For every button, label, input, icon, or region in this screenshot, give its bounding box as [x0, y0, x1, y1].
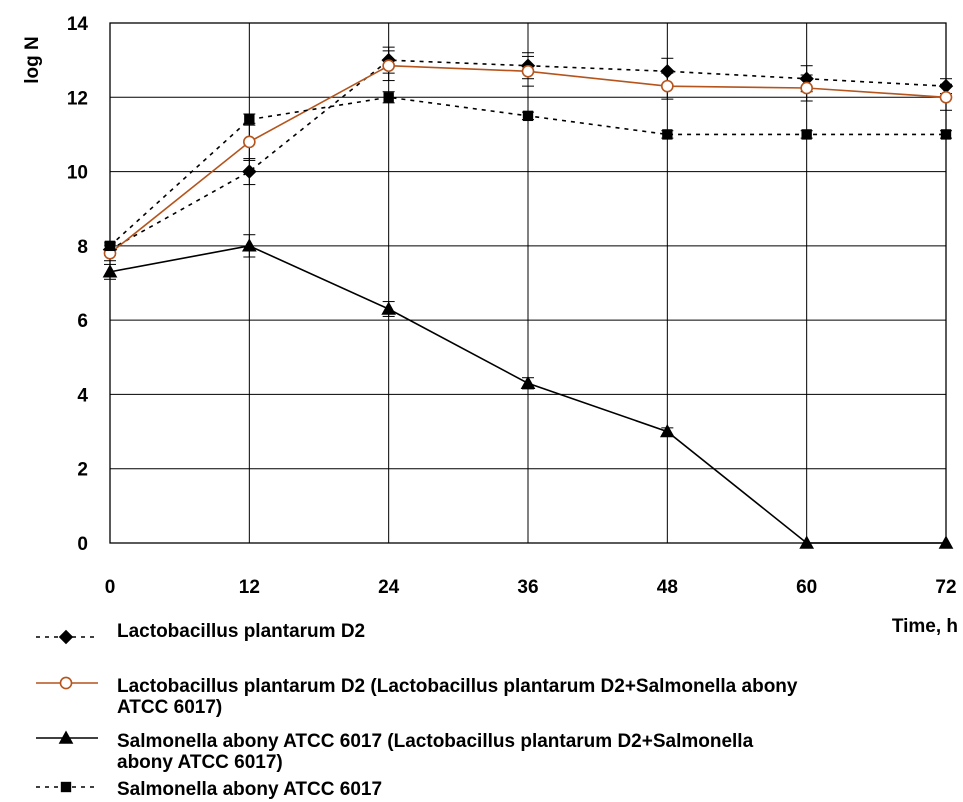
data-point — [243, 135, 256, 149]
x-tick-labels: 0 12 24 36 48 60 72 — [105, 577, 957, 598]
y-tick-label: 14 — [67, 14, 89, 35]
data-point — [102, 264, 118, 278]
legend: Lactobacillus plantarum D2 Lactobacillus … — [36, 621, 798, 800]
data-point — [661, 79, 674, 93]
x-tick-label: 72 — [935, 577, 956, 598]
series-4 — [104, 91, 952, 252]
y-tick-label: 10 — [67, 163, 88, 184]
legend-label: ATCC 6017) — [117, 697, 222, 718]
data-point — [242, 164, 257, 179]
legend-swatch-marker — [58, 629, 74, 645]
legend-swatch-marker — [59, 676, 73, 690]
series-layer — [102, 46, 954, 549]
data-point — [800, 81, 813, 95]
series-3 — [102, 234, 954, 549]
x-tick-label: 0 — [105, 577, 116, 598]
data-point — [382, 59, 395, 73]
data-point — [520, 375, 536, 389]
data-point — [662, 129, 673, 140]
legend-label: abony ATCC 6017) — [117, 752, 283, 773]
plot-area-frame — [109, 22, 947, 544]
x-tick-label: 60 — [796, 577, 817, 598]
legend-item-3: Salmonella abony ATCC 6017 (Lactobacillu… — [36, 730, 754, 773]
data-point — [521, 64, 535, 78]
y-tick-label: 12 — [67, 88, 88, 109]
data-point — [940, 129, 952, 140]
data-point — [659, 424, 675, 438]
y-tick-label: 4 — [77, 385, 88, 406]
y-axis-title: log N — [22, 36, 43, 84]
data-point — [241, 238, 257, 252]
legend-swatch-marker — [58, 730, 74, 744]
legend-item-1: Lactobacillus plantarum D2 — [36, 621, 365, 645]
y-tick-label: 2 — [77, 460, 88, 481]
legend-label: Salmonella abony ATCC 6017 (Lactobacillu… — [117, 731, 754, 752]
legend-swatch-marker — [60, 781, 72, 793]
legend-label: Lactobacillus plantarum D2 (Lactobacillu… — [117, 676, 798, 697]
y-tick-labels: 0 2 4 6 8 10 12 14 — [67, 14, 89, 555]
y-tick-label: 6 — [77, 311, 88, 332]
data-point — [801, 129, 812, 140]
x-axis-title: Time, h — [892, 616, 958, 637]
y-tick-label: 0 — [77, 534, 88, 555]
data-point — [383, 92, 394, 103]
x-tick-label: 12 — [239, 577, 260, 598]
legend-label: Salmonella abony ATCC 6017 — [117, 779, 382, 800]
data-point — [104, 240, 116, 252]
legend-label: Lactobacillus plantarum D2 — [117, 621, 365, 642]
y-tick-label: 8 — [77, 237, 88, 258]
data-point — [381, 301, 397, 315]
legend-item-2: Lactobacillus plantarum D2 (Lactobacillu… — [36, 676, 798, 718]
data-point — [938, 535, 954, 549]
legend-item-4: Salmonella abony ATCC 6017 — [36, 779, 382, 800]
x-tick-label: 24 — [378, 577, 400, 598]
grid — [110, 23, 946, 543]
x-tick-label: 48 — [657, 577, 678, 598]
data-point — [244, 114, 255, 125]
data-point — [939, 90, 953, 104]
data-point — [522, 110, 534, 122]
series-2 — [103, 50, 953, 262]
data-point — [799, 535, 815, 549]
x-tick-label: 36 — [517, 577, 538, 598]
